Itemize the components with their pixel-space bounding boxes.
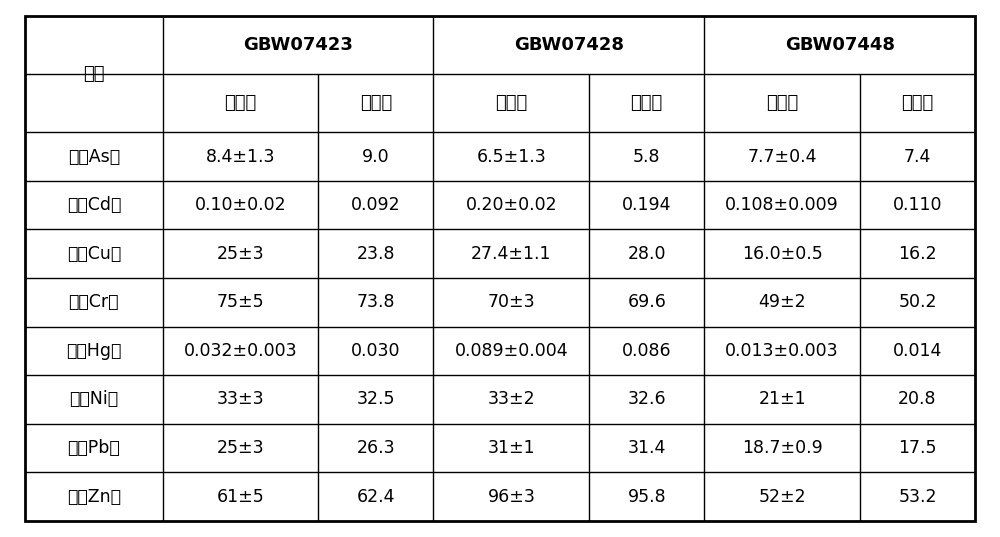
Text: 镁（Ni）: 镁（Ni） bbox=[69, 390, 118, 409]
Text: 25±3: 25±3 bbox=[217, 439, 264, 457]
Text: 62.4: 62.4 bbox=[357, 488, 395, 506]
Text: 31.4: 31.4 bbox=[628, 439, 666, 457]
Text: 33±3: 33±3 bbox=[217, 390, 264, 409]
Text: 27.4±1.1: 27.4±1.1 bbox=[471, 245, 552, 263]
Text: 9.0: 9.0 bbox=[362, 148, 390, 165]
Text: 70±3: 70±3 bbox=[488, 293, 535, 311]
Text: 0.089±0.004: 0.089±0.004 bbox=[455, 342, 568, 360]
Text: 0.20±0.02: 0.20±0.02 bbox=[466, 196, 557, 214]
Text: 标准值: 标准值 bbox=[224, 94, 257, 112]
Text: 0.110: 0.110 bbox=[893, 196, 942, 214]
Text: 0.032±0.003: 0.032±0.003 bbox=[184, 342, 297, 360]
Text: 96±3: 96±3 bbox=[487, 488, 535, 506]
Text: 5.8: 5.8 bbox=[633, 148, 660, 165]
Text: 17.5: 17.5 bbox=[898, 439, 937, 457]
Text: 0.092: 0.092 bbox=[351, 196, 401, 214]
Text: 8.4±1.3: 8.4±1.3 bbox=[206, 148, 275, 165]
Text: 砦（As）: 砦（As） bbox=[68, 148, 120, 165]
Text: 52±2: 52±2 bbox=[758, 488, 806, 506]
Text: 6.5±1.3: 6.5±1.3 bbox=[476, 148, 546, 165]
Text: 20.8: 20.8 bbox=[898, 390, 937, 409]
Text: 61±5: 61±5 bbox=[217, 488, 264, 506]
Text: 53.2: 53.2 bbox=[898, 488, 937, 506]
Text: 0.086: 0.086 bbox=[622, 342, 672, 360]
Text: 26.3: 26.3 bbox=[357, 439, 395, 457]
Text: 32.6: 32.6 bbox=[627, 390, 666, 409]
Text: 标准值: 标准值 bbox=[766, 94, 798, 112]
Text: 18.7±0.9: 18.7±0.9 bbox=[742, 439, 822, 457]
Text: 7.7±0.4: 7.7±0.4 bbox=[747, 148, 817, 165]
Text: 0.108±0.009: 0.108±0.009 bbox=[725, 196, 839, 214]
Text: GBW07448: GBW07448 bbox=[785, 36, 895, 54]
Text: 32.5: 32.5 bbox=[357, 390, 395, 409]
Text: 21±1: 21±1 bbox=[758, 390, 806, 409]
Text: 69.6: 69.6 bbox=[627, 293, 666, 311]
Text: 实测值: 实测值 bbox=[360, 94, 392, 112]
Text: 镜（Cd）: 镜（Cd） bbox=[67, 196, 121, 214]
Text: 73.8: 73.8 bbox=[357, 293, 395, 311]
Text: 实测值: 实测值 bbox=[631, 94, 663, 112]
Text: 23.8: 23.8 bbox=[357, 245, 395, 263]
Text: 7.4: 7.4 bbox=[904, 148, 931, 165]
Text: 95.8: 95.8 bbox=[627, 488, 666, 506]
Text: 31±1: 31±1 bbox=[488, 439, 535, 457]
Text: 49±2: 49±2 bbox=[758, 293, 806, 311]
Text: 鲁（Pb）: 鲁（Pb） bbox=[67, 439, 120, 457]
Text: 汞（Hg）: 汞（Hg） bbox=[66, 342, 122, 360]
Text: 钓（Cr）: 钓（Cr） bbox=[69, 293, 119, 311]
Text: 实测值: 实测值 bbox=[901, 94, 934, 112]
Text: 25±3: 25±3 bbox=[217, 245, 264, 263]
Text: 0.194: 0.194 bbox=[622, 196, 671, 214]
Text: 0.030: 0.030 bbox=[351, 342, 401, 360]
Text: 33±2: 33±2 bbox=[488, 390, 535, 409]
Text: 75±5: 75±5 bbox=[217, 293, 264, 311]
Text: GBW07423: GBW07423 bbox=[243, 36, 353, 54]
Text: 28.0: 28.0 bbox=[627, 245, 666, 263]
Text: GBW07428: GBW07428 bbox=[514, 36, 624, 54]
Text: 锌（Zn）: 锌（Zn） bbox=[67, 488, 121, 506]
Text: 50.2: 50.2 bbox=[898, 293, 937, 311]
Text: 标准值: 标准值 bbox=[495, 94, 527, 112]
Text: 0.013±0.003: 0.013±0.003 bbox=[725, 342, 839, 360]
Text: 16.0±0.5: 16.0±0.5 bbox=[742, 245, 822, 263]
Text: 0.014: 0.014 bbox=[893, 342, 942, 360]
Text: 0.10±0.02: 0.10±0.02 bbox=[195, 196, 286, 214]
Text: 16.2: 16.2 bbox=[898, 245, 937, 263]
Text: 铜（Cu）: 铜（Cu） bbox=[67, 245, 121, 263]
Text: 项目: 项目 bbox=[83, 65, 105, 83]
